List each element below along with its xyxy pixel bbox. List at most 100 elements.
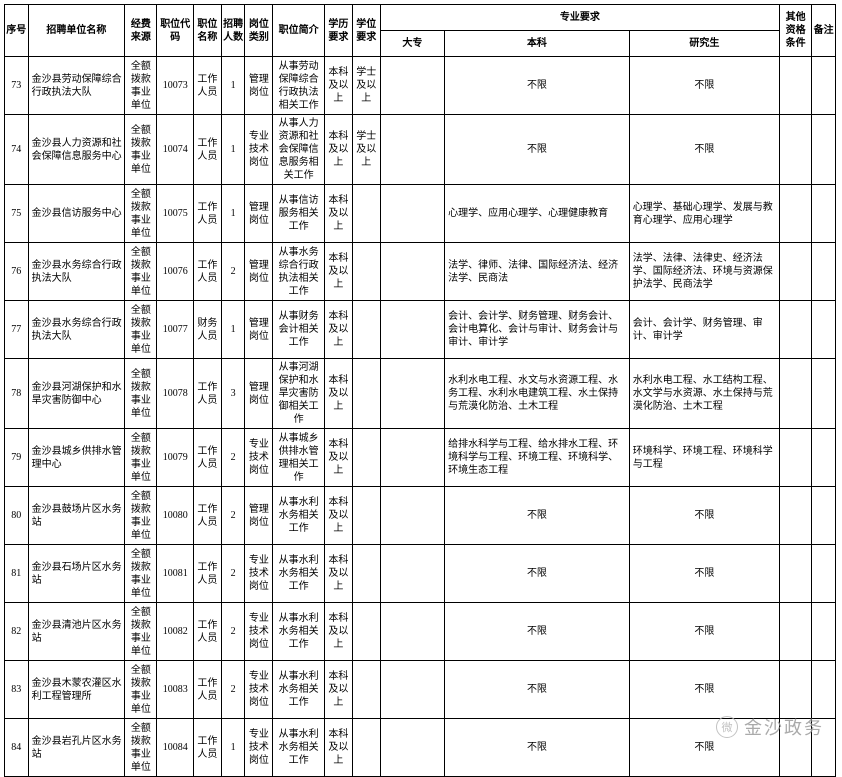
cell-yjs: 法学、法律、法律史、经济法学、国际经济法、环境与资源保护法学、民商法学 bbox=[629, 243, 779, 301]
cell-pname: 工作人员 bbox=[193, 115, 221, 185]
cell-pcode: 10079 bbox=[157, 429, 194, 487]
cell-other bbox=[780, 603, 812, 661]
cell-unit: 金沙县鼓场片区水务站 bbox=[28, 487, 125, 545]
cell-fund: 全额拨款事业单位 bbox=[125, 57, 157, 115]
cell-desc: 从事水利水务相关工作 bbox=[273, 487, 325, 545]
cell-count: 1 bbox=[221, 301, 245, 359]
cell-dz bbox=[380, 185, 444, 243]
cell-other bbox=[780, 487, 812, 545]
cell-yjs: 不限 bbox=[629, 603, 779, 661]
cell-seq: 80 bbox=[5, 487, 29, 545]
cell-seq: 77 bbox=[5, 301, 29, 359]
cell-desc: 从事水利水务相关工作 bbox=[273, 603, 325, 661]
cell-count: 2 bbox=[221, 661, 245, 719]
cell-pname: 工作人员 bbox=[193, 487, 221, 545]
table-row: 76金沙县水务综合行政执法大队全额拨款事业单位10076工作人员2管理岗位从事水… bbox=[5, 243, 836, 301]
table-row: 73金沙县劳动保障综合行政执法大队全额拨款事业单位10073工作人员1管理岗位从… bbox=[5, 57, 836, 115]
cell-bk: 不限 bbox=[445, 57, 630, 115]
cell-bk: 不限 bbox=[445, 719, 630, 777]
cell-pcode: 10080 bbox=[157, 487, 194, 545]
cell-seq: 84 bbox=[5, 719, 29, 777]
cell-seq: 78 bbox=[5, 359, 29, 429]
cell-unit: 金沙县人力资源和社会保障信息服务中心 bbox=[28, 115, 125, 185]
cell-yjs: 不限 bbox=[629, 661, 779, 719]
th-other: 其他资格条件 bbox=[780, 5, 812, 57]
recruitment-table: 序号 招聘单位名称 经费来源 职位代码 职位名称 招聘人数 岗位类别 职位简介 … bbox=[4, 4, 836, 777]
cell-seq: 82 bbox=[5, 603, 29, 661]
cell-pname: 工作人员 bbox=[193, 243, 221, 301]
cell-note bbox=[812, 57, 836, 115]
cell-pcode: 10083 bbox=[157, 661, 194, 719]
th-count: 招聘人数 bbox=[221, 5, 245, 57]
cell-desc: 从事水利水务相关工作 bbox=[273, 545, 325, 603]
cell-cat: 管理岗位 bbox=[245, 57, 273, 115]
cell-count: 1 bbox=[221, 57, 245, 115]
cell-pcode: 10075 bbox=[157, 185, 194, 243]
cell-edu: 本科及以上 bbox=[324, 487, 352, 545]
cell-other bbox=[780, 185, 812, 243]
cell-seq: 74 bbox=[5, 115, 29, 185]
cell-edu: 本科及以上 bbox=[324, 185, 352, 243]
cell-unit: 金沙县岩孔片区水务站 bbox=[28, 719, 125, 777]
cell-dz bbox=[380, 429, 444, 487]
table-row: 74金沙县人力资源和社会保障信息服务中心全额拨款事业单位10074工作人员1专业… bbox=[5, 115, 836, 185]
th-yjs: 研究生 bbox=[629, 31, 779, 57]
cell-note bbox=[812, 487, 836, 545]
cell-count: 3 bbox=[221, 359, 245, 429]
cell-fund: 全额拨款事业单位 bbox=[125, 185, 157, 243]
cell-yjs: 不限 bbox=[629, 115, 779, 185]
cell-deg bbox=[352, 603, 380, 661]
th-desc: 职位简介 bbox=[273, 5, 325, 57]
cell-dz bbox=[380, 301, 444, 359]
cell-cat: 专业技术岗位 bbox=[245, 115, 273, 185]
cell-seq: 79 bbox=[5, 429, 29, 487]
cell-pcode: 10084 bbox=[157, 719, 194, 777]
cell-pcode: 10076 bbox=[157, 243, 194, 301]
cell-bk: 不限 bbox=[445, 487, 630, 545]
th-pname: 职位名称 bbox=[193, 5, 221, 57]
cell-note bbox=[812, 661, 836, 719]
cell-count: 1 bbox=[221, 185, 245, 243]
cell-cat: 管理岗位 bbox=[245, 243, 273, 301]
cell-deg bbox=[352, 429, 380, 487]
cell-seq: 81 bbox=[5, 545, 29, 603]
cell-deg bbox=[352, 719, 380, 777]
cell-desc: 从事水务综合行政执法相关工作 bbox=[273, 243, 325, 301]
cell-cat: 管理岗位 bbox=[245, 185, 273, 243]
cell-cat: 专业技术岗位 bbox=[245, 661, 273, 719]
cell-bk: 心理学、应用心理学、心理健康教育 bbox=[445, 185, 630, 243]
cell-desc: 从事信访服务相关工作 bbox=[273, 185, 325, 243]
cell-other bbox=[780, 545, 812, 603]
cell-deg: 学士及以上 bbox=[352, 115, 380, 185]
cell-deg bbox=[352, 661, 380, 719]
cell-dz bbox=[380, 603, 444, 661]
cell-desc: 从事城乡供排水管理相关工作 bbox=[273, 429, 325, 487]
cell-edu: 本科及以上 bbox=[324, 57, 352, 115]
cell-cat: 专业技术岗位 bbox=[245, 603, 273, 661]
cell-pcode: 10074 bbox=[157, 115, 194, 185]
watermark-text: 金沙政务 bbox=[744, 714, 824, 740]
cell-pname: 财务人员 bbox=[193, 301, 221, 359]
table-row: 77金沙县水务综合行政执法大队全额拨款事业单位10077财务人员1管理岗位从事财… bbox=[5, 301, 836, 359]
cell-bk: 不限 bbox=[445, 603, 630, 661]
table-row: 75金沙县信访服务中心全额拨款事业单位10075工作人员1管理岗位从事信访服务相… bbox=[5, 185, 836, 243]
cell-fund: 全额拨款事业单位 bbox=[125, 115, 157, 185]
cell-fund: 全额拨款事业单位 bbox=[125, 661, 157, 719]
cell-other bbox=[780, 301, 812, 359]
cell-note bbox=[812, 301, 836, 359]
cell-count: 1 bbox=[221, 115, 245, 185]
cell-other bbox=[780, 243, 812, 301]
cell-deg bbox=[352, 359, 380, 429]
cell-pcode: 10077 bbox=[157, 301, 194, 359]
table-row: 83金沙县木蒙农灌区水利工程管理所全额拨款事业单位10083工作人员2专业技术岗… bbox=[5, 661, 836, 719]
th-pcode: 职位代码 bbox=[157, 5, 194, 57]
cell-bk: 给排水科学与工程、给水排水工程、环境科学与工程、环境工程、环境科学、环境生态工程 bbox=[445, 429, 630, 487]
cell-yjs: 环境科学、环境工程、环境科学与工程 bbox=[629, 429, 779, 487]
cell-desc: 从事劳动保障综合行政执法相关工作 bbox=[273, 57, 325, 115]
cell-dz bbox=[380, 487, 444, 545]
cell-pname: 工作人员 bbox=[193, 57, 221, 115]
cell-unit: 金沙县城乡供排水管理中心 bbox=[28, 429, 125, 487]
cell-pname: 工作人员 bbox=[193, 719, 221, 777]
cell-deg: 学士及以上 bbox=[352, 57, 380, 115]
cell-yjs: 不限 bbox=[629, 57, 779, 115]
